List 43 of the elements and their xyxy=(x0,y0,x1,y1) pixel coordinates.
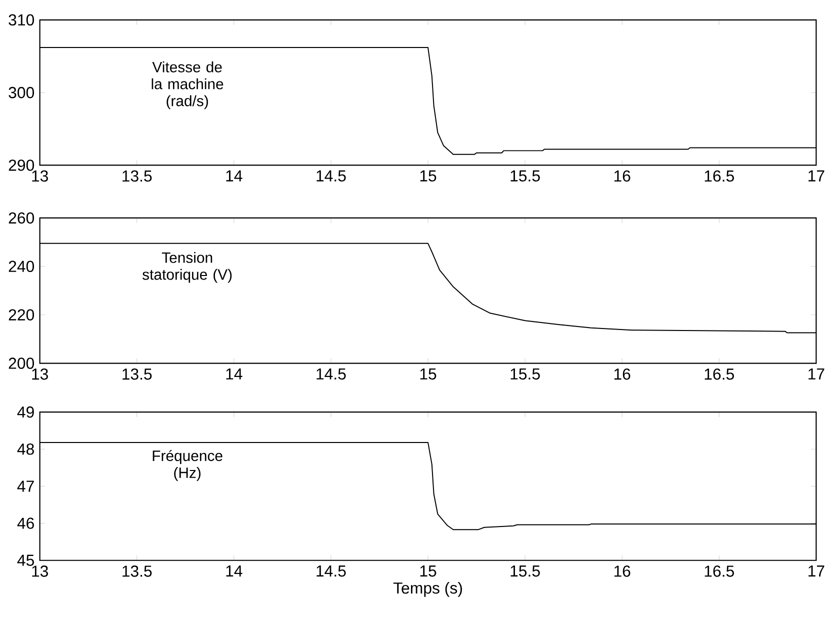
y-tick-label: 49 xyxy=(17,406,34,418)
annotation: Vitesse de la machine (rad/s) xyxy=(152,61,224,110)
x-tick-label: 15.5 xyxy=(510,368,540,380)
x-tick-label: 13 xyxy=(32,566,48,577)
x-tick-label: 17 xyxy=(808,566,824,576)
x-tick-label: 15 xyxy=(420,170,436,182)
annotation: Tension statorique (V) xyxy=(142,252,232,283)
x-tick-label: 15.5 xyxy=(510,566,540,577)
x-tick-label: 14 xyxy=(226,368,242,380)
x-tick-label: 14.5 xyxy=(316,566,346,577)
x-tick-label: 16.5 xyxy=(704,170,734,182)
y-tick-label: 240 xyxy=(8,260,34,272)
x-axis-title: Temps (s) xyxy=(393,582,462,597)
x-tick-label: 17 xyxy=(808,368,824,380)
y-tick-label: 290 xyxy=(8,160,34,171)
y-tick-label: 220 xyxy=(8,309,34,320)
x-tick-label: 13.5 xyxy=(122,170,152,182)
x-tick-label: 15 xyxy=(420,566,436,577)
y-tick-label: 48 xyxy=(17,443,34,455)
x-tick-label: 13.5 xyxy=(122,368,152,380)
x-tick-label: 13 xyxy=(32,170,48,182)
x-tick-label: 14 xyxy=(226,566,242,576)
y-tick-label: 300 xyxy=(8,86,34,98)
y-tick-label: 260 xyxy=(8,212,34,224)
y-tick-label: 310 xyxy=(8,14,34,26)
x-tick-label: 16.5 xyxy=(704,566,734,577)
x-tick-label: 16.5 xyxy=(704,368,734,380)
x-tick-label: 14 xyxy=(226,170,242,182)
x-tick-label: 13.5 xyxy=(122,566,152,577)
y-tick-label: 46 xyxy=(17,518,34,529)
x-tick-label: 17 xyxy=(808,170,824,182)
x-tick-label: 16 xyxy=(614,170,630,182)
y-tick-label: 45 xyxy=(17,554,34,566)
x-tick-label: 14.5 xyxy=(316,170,346,182)
x-tick-label: 15.5 xyxy=(510,170,540,182)
x-tick-label: 16 xyxy=(614,566,630,577)
x-tick-label: 16 xyxy=(614,368,630,380)
annotation: Fréquence (Hz) xyxy=(152,450,222,481)
x-tick-label: 14.5 xyxy=(316,368,346,380)
y-tick-label: 47 xyxy=(17,480,34,492)
y-tick-label: 200 xyxy=(8,358,34,369)
x-tick-label: 15 xyxy=(420,368,436,380)
x-tick-label: 13 xyxy=(32,368,48,380)
